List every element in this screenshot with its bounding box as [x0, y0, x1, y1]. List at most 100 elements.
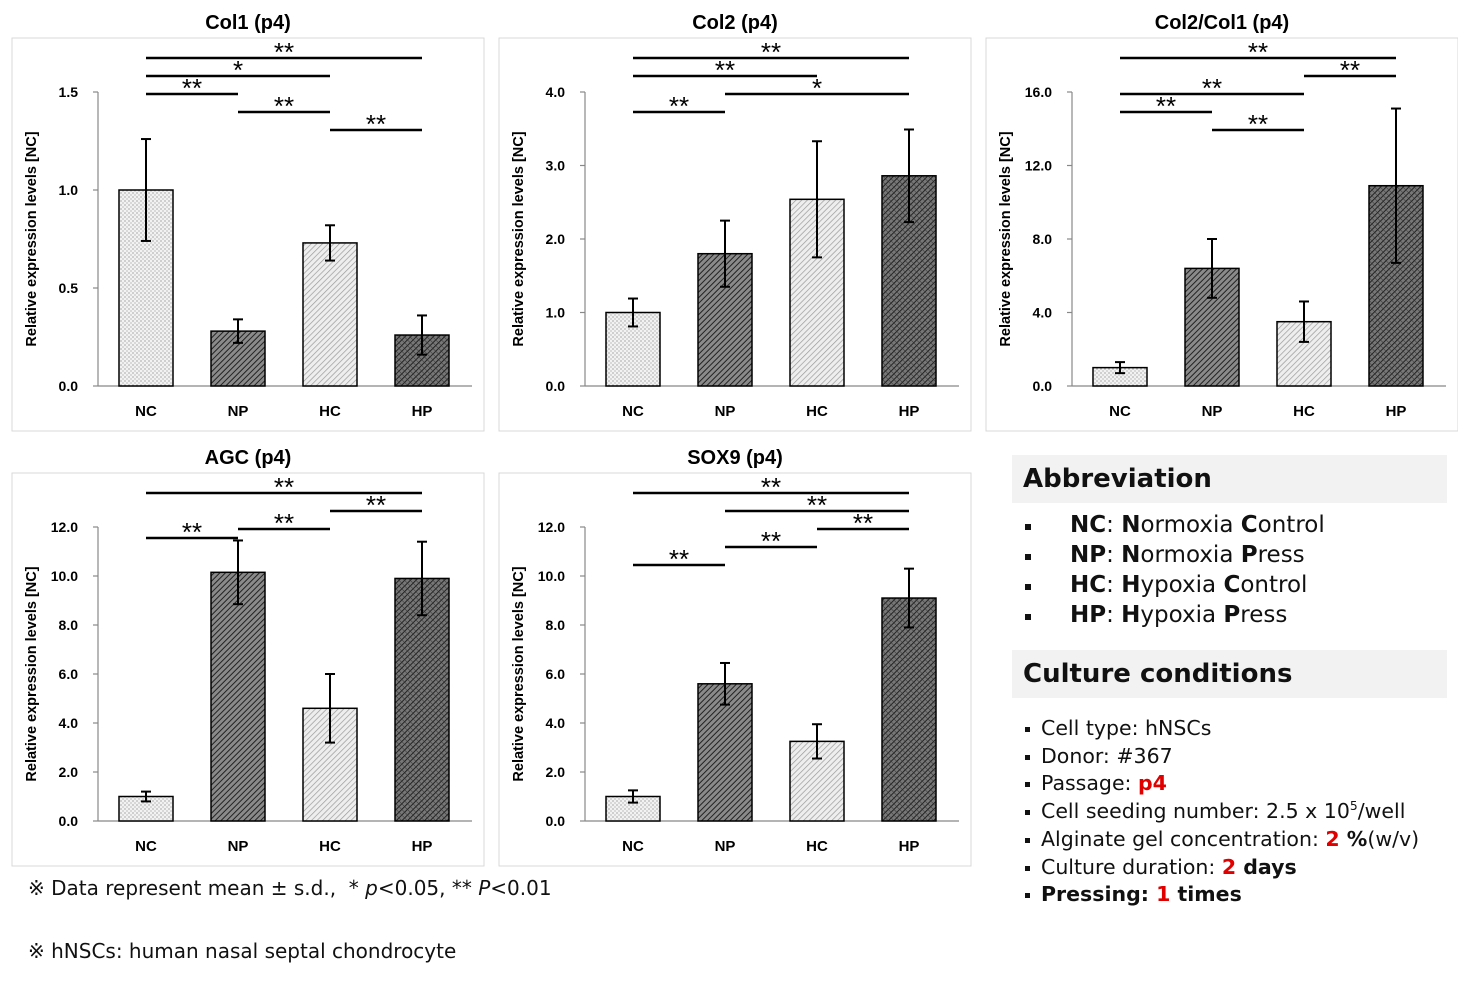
chart-frame [985, 37, 1458, 432]
text-segment: Cell seeding number: 2.5 x 10 [1041, 799, 1350, 824]
y-tick-label: 4.0 [546, 715, 566, 731]
text-segment: ※ hNSCs: human nasal septal chondrocyte [28, 939, 457, 963]
text-segment: p4 [1137, 771, 1167, 796]
text-segment: ypoxia [1140, 602, 1224, 628]
text-segment: H [1121, 572, 1141, 598]
significance-label: ** [669, 91, 689, 121]
text-segment: C [1223, 572, 1241, 598]
error-bar [141, 790, 151, 803]
significance-label: ** [807, 490, 827, 520]
y-tick-label: 12.0 [538, 519, 565, 535]
y-tick-label: 1.5 [59, 84, 79, 100]
text-segment: Alginate gel concentration: [1041, 826, 1326, 851]
culture-item: Passage: p4 [1025, 771, 1167, 796]
x-tick-label: NC [622, 403, 644, 420]
x-tick-label: HP [899, 838, 920, 855]
error-bar [1299, 300, 1309, 343]
y-axis-label: Relative expression levels [NC] [24, 131, 40, 346]
error-bar [325, 673, 335, 744]
significance-label: ** [274, 472, 294, 502]
text-segment: Cell type: hNSCs [1041, 716, 1212, 740]
x-tick-label: HP [1386, 403, 1407, 420]
y-tick-label: 8.0 [59, 617, 79, 633]
error-bar [233, 539, 243, 606]
text-segment: 2 [1221, 854, 1237, 879]
text-segment: <0.01 [490, 876, 552, 900]
text-segment: H [1121, 602, 1141, 628]
error-bar [1207, 238, 1217, 299]
y-tick-label: 12.0 [1025, 158, 1052, 174]
footnote: ※ hNSCs: human nasal septal chondrocyte [28, 939, 456, 963]
significance-label: ** [366, 109, 386, 139]
text-segment: N [1121, 512, 1141, 538]
x-tick-label: HC [1293, 403, 1315, 420]
text-segment: : [1106, 602, 1122, 628]
error-bar [417, 314, 427, 356]
chart-title: Col1 (p4) [205, 12, 291, 34]
text-segment: HC [1070, 572, 1107, 598]
culture-item: Cell seeding number: 2.5 x 105/well [1024, 799, 1406, 824]
culture-item: Pressing: 1 times [1025, 882, 1242, 907]
chart-frame [498, 37, 972, 432]
text-segment: days [1236, 854, 1297, 879]
significance-label: ** [853, 508, 873, 538]
y-tick-label: 0.0 [59, 378, 79, 394]
significance-label: ** [366, 490, 386, 520]
text-segment: Pressing: [1041, 882, 1157, 907]
y-axis-label: Relative expression levels [NC] [511, 131, 527, 346]
significance-label: ** [761, 472, 781, 502]
bar [210, 571, 266, 822]
y-tick-label: 1.0 [546, 305, 566, 321]
y-tick-label: 6.0 [546, 666, 566, 682]
x-tick-label: NP [715, 838, 736, 855]
y-tick-label: 4.0 [1033, 305, 1053, 321]
significance-label: ** [274, 508, 294, 538]
error-bar [812, 140, 822, 259]
culture-item: Cell type: hNSCs [1024, 716, 1212, 740]
significance-label: ** [715, 55, 735, 85]
chart-frame [11, 37, 485, 432]
text-segment: P [1223, 602, 1241, 628]
abbreviation-item: NP: Normoxia Press [1025, 542, 1305, 568]
significance-label: * [812, 73, 822, 103]
error-bar [1115, 361, 1125, 375]
significance-label: ** [1156, 91, 1176, 121]
x-tick-label: NC [1109, 403, 1131, 420]
significance-label: * [233, 55, 243, 85]
x-tick-label: NP [715, 403, 736, 420]
culture-item: Culture duration: 2 days [1025, 854, 1297, 879]
text-segment: % [1339, 826, 1368, 851]
chart-title: AGC (p4) [205, 447, 292, 469]
significance-label: ** [274, 91, 294, 121]
abbreviation-item: HP: Hypoxia Press [1024, 602, 1287, 628]
x-tick-label: NP [228, 838, 249, 855]
error-bar [812, 723, 822, 760]
text-segment: HP [1070, 602, 1107, 628]
error-bar [628, 297, 638, 328]
text-segment: /well [1357, 799, 1406, 824]
text-segment: p [365, 876, 378, 900]
x-tick-label: HC [319, 403, 341, 420]
chart-title: Col2/Col1 (p4) [1155, 12, 1289, 34]
text-segment: N [1121, 542, 1141, 568]
chart-frame [498, 472, 972, 867]
error-bar [141, 138, 151, 242]
text-segment: 2 [1325, 826, 1340, 851]
culture-title: Culture conditions [1012, 650, 1447, 698]
significance-label: ** [274, 37, 294, 67]
y-tick-label: 10.0 [51, 568, 78, 584]
significance-label: ** [761, 37, 781, 67]
bar [881, 597, 937, 822]
y-tick-label: 3.0 [546, 158, 566, 174]
culture-item: Donor: #367 [1025, 744, 1173, 768]
x-tick-label: HC [319, 838, 341, 855]
text-segment: ormoxia [1140, 542, 1241, 568]
text-segment: ontrol [1240, 572, 1308, 598]
chart-frame [11, 472, 485, 867]
abbreviation-title: Abbreviation [1012, 455, 1447, 503]
culture-item: Alginate gel concentration: 2 %(w/v) [1024, 826, 1420, 851]
text-segment: (w/v) [1367, 826, 1420, 851]
y-tick-label: 4.0 [546, 84, 566, 100]
error-bar [904, 128, 914, 224]
